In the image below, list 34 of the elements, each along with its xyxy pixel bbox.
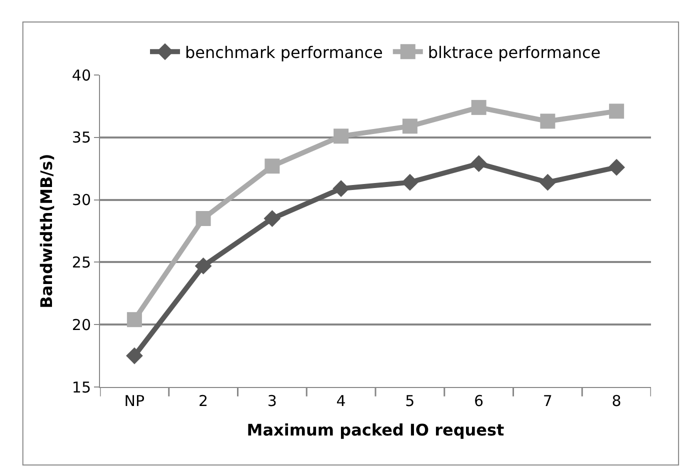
legend-label: benchmark performance [185,42,383,62]
y-tick-label: 40 [72,66,91,84]
point [609,104,624,119]
x-tick-label: NP [124,392,145,410]
x-tick-label: 7 [542,392,552,410]
x-axis-title: Maximum packed IO request [246,420,505,440]
point [539,174,556,191]
point [196,211,211,226]
y-axis-title: Bandwidth(MB/s) [36,154,56,308]
y-tick-label: 30 [72,191,91,210]
point [332,180,350,198]
y-tick-label: 15 [72,378,91,396]
x-tick-label: 2 [198,392,208,410]
x-tick-label: 3 [267,392,277,410]
y-tick-label: 35 [72,128,91,147]
point [470,155,488,172]
point [126,347,143,364]
point [194,257,212,274]
y-tick-label: 25 [72,253,91,272]
x-tick-label: 5 [405,392,415,410]
point [608,158,626,176]
legend-label: blktrace performance [428,42,601,62]
x-tick-label: 8 [612,392,622,410]
point [264,210,281,227]
x-tick-label: 6 [474,392,484,410]
x-tick-label: 4 [336,392,346,410]
point [401,174,418,191]
point [334,128,349,144]
point [540,114,556,129]
point [402,118,418,134]
point [264,158,280,174]
y-tick-label: 20 [72,316,91,334]
point [471,100,486,115]
point [126,312,142,328]
